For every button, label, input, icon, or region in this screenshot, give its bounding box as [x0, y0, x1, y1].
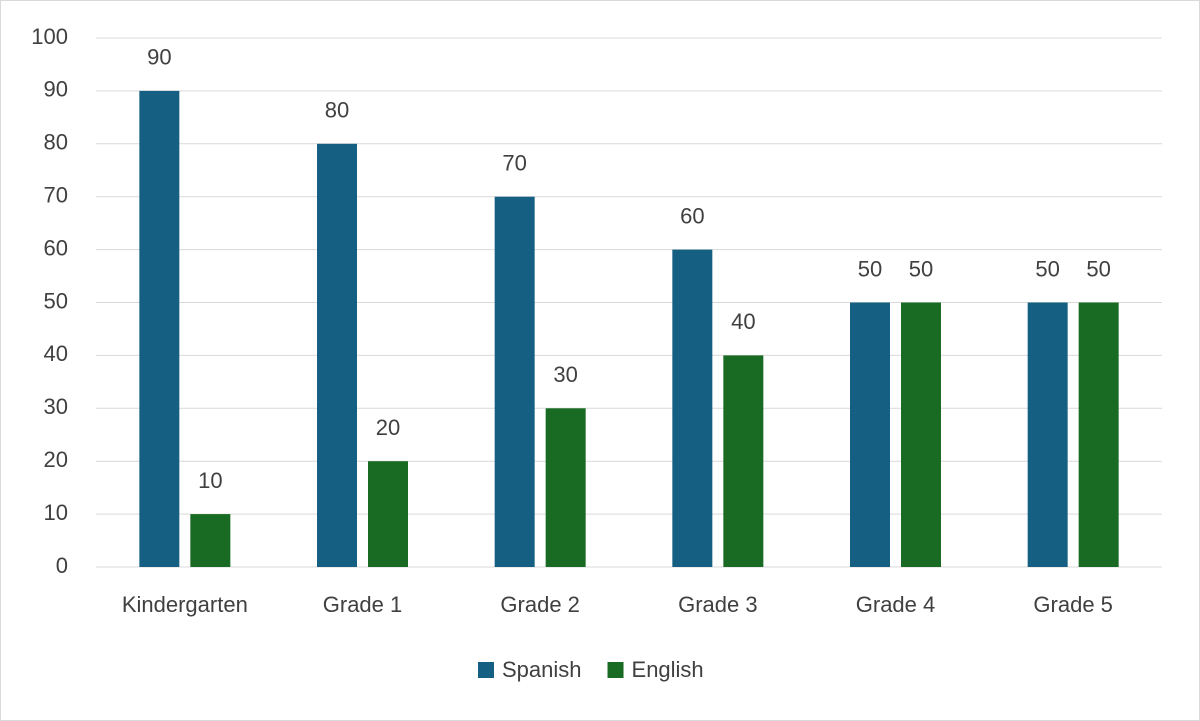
bar	[723, 355, 764, 567]
y-tick-label: 30	[44, 394, 68, 419]
bar	[190, 514, 231, 567]
y-tick-label: 60	[44, 235, 68, 260]
data-label: 30	[553, 362, 577, 387]
legend-label: Spanish	[502, 657, 582, 682]
y-tick-label: 0	[56, 553, 68, 578]
x-tick-label: Grade 5	[1033, 592, 1113, 617]
bar	[494, 196, 535, 567]
bar	[1078, 302, 1119, 567]
data-label: 10	[198, 468, 222, 493]
data-label: 50	[1035, 256, 1059, 281]
legend-label: English	[632, 657, 704, 682]
data-label: 50	[909, 256, 933, 281]
x-tick-label: Kindergarten	[122, 592, 248, 617]
data-label: 40	[731, 309, 755, 334]
data-label: 90	[147, 45, 171, 70]
bar	[545, 408, 586, 567]
y-tick-label: 10	[44, 500, 68, 525]
y-tick-label: 50	[44, 288, 68, 313]
bar	[672, 249, 713, 567]
legend-swatch	[607, 662, 624, 678]
y-tick-label: 80	[44, 130, 68, 155]
data-label: 20	[376, 415, 400, 440]
data-label: 80	[325, 98, 349, 123]
bar	[901, 302, 941, 567]
bar	[1027, 302, 1068, 567]
y-tick-label: 90	[44, 77, 68, 102]
data-label: 60	[680, 203, 704, 228]
x-tick-label: Grade 1	[323, 592, 403, 617]
bar	[850, 302, 890, 567]
legend-swatch	[478, 662, 494, 678]
bar	[368, 461, 408, 567]
x-tick-label: Grade 4	[856, 592, 936, 617]
x-tick-label: Grade 3	[678, 592, 758, 617]
y-tick-label: 20	[44, 447, 68, 472]
y-tick-label: 100	[31, 24, 68, 49]
bar	[139, 90, 180, 568]
data-label: 50	[858, 256, 882, 281]
data-label: 50	[1086, 256, 1110, 281]
y-tick-label: 70	[44, 183, 68, 208]
data-label: 70	[502, 151, 526, 176]
y-tick-label: 40	[44, 341, 68, 366]
bar	[317, 143, 357, 568]
x-tick-label: Grade 2	[500, 592, 580, 617]
